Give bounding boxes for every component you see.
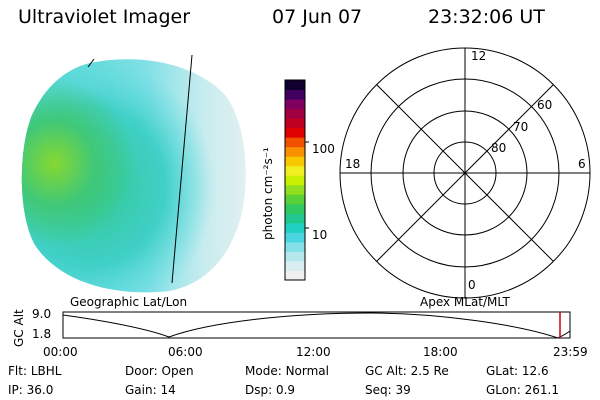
colorbar-segment (285, 222, 305, 233)
orbit-xtick-0: 00:00 (43, 345, 78, 359)
info-gain: Gain: 14 (125, 383, 176, 397)
colorbar-border (284, 79, 306, 281)
colorbar-segment (285, 156, 305, 167)
orbit-xtick-2: 12:00 (296, 345, 331, 359)
orbit-xtick-3: 18:00 (423, 345, 458, 359)
colorbar-tick-100: 100 (312, 142, 335, 156)
colorbar-segment (285, 175, 305, 186)
orbit-ytick-9: 9.0 (32, 307, 52, 321)
colorbar-segment (285, 146, 305, 157)
orbit-ytick-1-8: 1.8 (32, 327, 52, 341)
lat-label-80: 80 (491, 141, 507, 155)
info-door: Door: Open (125, 364, 194, 378)
info-glon: GLon: 261.1 (486, 383, 559, 397)
info-mode: Mode: Normal (245, 364, 329, 378)
info-seq: Seq: 39 (365, 383, 411, 397)
colorbar-segment (285, 251, 305, 262)
colorbar-segment (285, 80, 305, 91)
orbit-xtick-4: 23:59 (553, 345, 588, 359)
info-glat: GLat: 12.6 (486, 364, 549, 378)
lat-label-70: 70 (513, 120, 529, 134)
colorbar (284, 79, 309, 281)
auroral-image (21, 54, 246, 293)
colorbar-segment (285, 137, 305, 148)
colorbar-segment (285, 108, 305, 119)
colorbar-segment (285, 260, 305, 271)
mlt-label-0: 0 (468, 278, 476, 292)
mlt-label-18: 18 (345, 157, 361, 171)
orbit-xtick-1: 06:00 (168, 345, 203, 359)
colorbar-segment (285, 203, 305, 214)
info-ip: IP: 36.0 (8, 383, 54, 397)
colorbar-segment (285, 213, 305, 224)
lat-label-60: 60 (537, 98, 553, 112)
orbit-altitude-plot (62, 311, 571, 339)
colorbar-unit-label: photon cm⁻²s⁻¹ (261, 147, 275, 240)
colorbar-segment (285, 232, 305, 243)
colorbar-segment (285, 118, 305, 129)
image-panel-label: Geographic Lat/Lon (70, 295, 188, 309)
colorbar-segment (285, 270, 305, 281)
colorbar-segment (285, 165, 305, 176)
page-title: Ultraviolet Imager (18, 6, 191, 28)
info-dsp: Dsp: 0.9 (245, 383, 296, 397)
mlt-label-6: 6 (578, 157, 586, 171)
polar-grid (339, 47, 591, 299)
polar-plot-label: Apex MLat/MLT (420, 295, 510, 309)
date-label: 07 Jun 07 (272, 6, 363, 28)
orbit-ylabel: GC Alt (12, 309, 26, 347)
colorbar-segment (285, 127, 305, 138)
mlt-label-12: 12 (471, 49, 487, 63)
colorbar-segment (285, 184, 305, 195)
time-label: 23:32:06 UT (428, 6, 545, 28)
colorbar-segment (285, 99, 305, 110)
colorbar-segment (285, 241, 305, 252)
colorbar-tick-10: 10 (312, 228, 328, 242)
colorbar-segment (285, 89, 305, 100)
info-gc-alt: GC Alt: 2.5 Re (365, 364, 449, 378)
info-flt: Flt: LBHL (8, 364, 62, 378)
colorbar-segment (285, 194, 305, 205)
